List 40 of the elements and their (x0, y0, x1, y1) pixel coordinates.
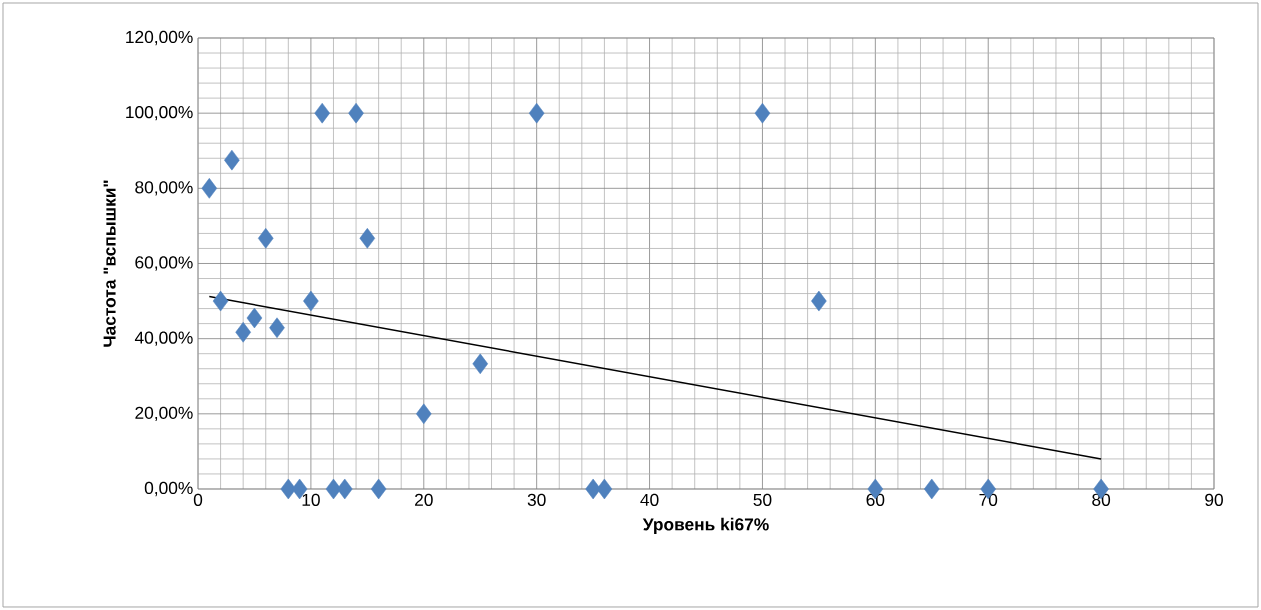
x-tick-label: 20 (415, 493, 433, 506)
y-tick-label: 20,00% (135, 406, 193, 421)
y-tick-label: 100,00% (126, 105, 193, 121)
point (416, 403, 432, 425)
point (924, 478, 940, 500)
point (325, 478, 342, 500)
point (201, 178, 218, 199)
point (370, 478, 387, 500)
y-tick-label: 40,00% (134, 331, 193, 346)
point (212, 290, 229, 312)
x-tick-label: 50 (753, 493, 772, 506)
point (303, 290, 319, 312)
point (754, 102, 771, 124)
y-tick-label: 80,00% (135, 181, 193, 196)
point (224, 149, 240, 171)
x-tick-label: 70 (979, 493, 998, 506)
x-tick-label: 30 (527, 493, 546, 506)
x-tick-label: 80 (1092, 493, 1111, 506)
y-axis-title: Частота "вспышки" (103, 180, 116, 347)
x-tick-label: 40 (640, 493, 659, 506)
point (348, 102, 364, 124)
point (596, 478, 613, 500)
point (269, 317, 285, 339)
x-tick-label: 10 (302, 493, 320, 506)
point (359, 228, 376, 249)
y-tick-label: 120,00% (126, 30, 193, 46)
point (811, 290, 827, 312)
y-tick-label: 60,00% (135, 256, 193, 271)
point (336, 478, 353, 500)
point (246, 307, 263, 329)
point (314, 102, 330, 124)
x-tick-label: 90 (1205, 493, 1223, 506)
x-tick-label: 60 (866, 493, 885, 506)
x-axis-title: Уровень ki67% (642, 517, 769, 534)
point (235, 322, 251, 343)
point (528, 102, 545, 124)
point (472, 353, 488, 375)
x-tick-label: 0 (193, 493, 203, 506)
point (257, 228, 274, 249)
y-tick-label: 0,00% (144, 481, 193, 497)
